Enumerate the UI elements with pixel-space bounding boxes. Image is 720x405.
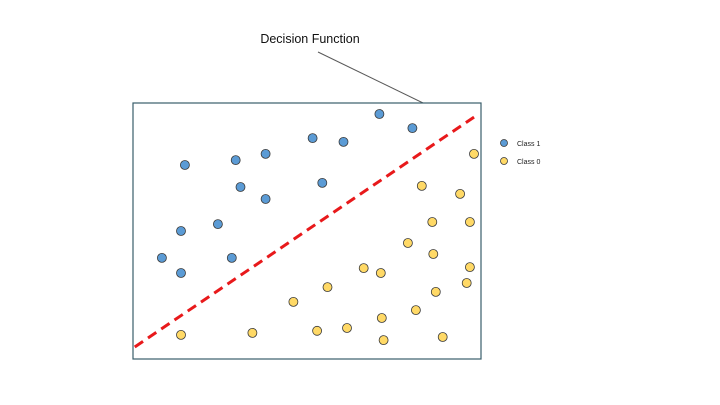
data-point-class-0 (312, 325, 323, 336)
data-point-class-1 (176, 226, 186, 236)
legend: Class 1 Class 0 (500, 139, 540, 166)
legend-marker-class-0 (500, 157, 508, 165)
data-point-class-1 (307, 133, 318, 144)
data-point-class-1 (179, 160, 190, 170)
legend-label-class-1: Class 1 (517, 141, 540, 148)
data-point-class-0 (464, 217, 475, 227)
data-point-class-1 (260, 194, 271, 204)
data-point-class-0 (322, 282, 333, 293)
decision-function-line (133, 115, 475, 349)
data-point-class-0 (469, 148, 479, 159)
data-point-class-1 (235, 182, 246, 192)
data-point-class-0 (455, 188, 466, 199)
data-point-class-1 (260, 148, 271, 159)
data-point-class-0 (437, 332, 448, 342)
data-point-class-0 (176, 329, 186, 340)
data-point-class-0 (428, 249, 439, 259)
data-point-class-1 (407, 123, 418, 134)
data-point-class-0 (427, 217, 438, 227)
data-point-class-0 (375, 268, 386, 278)
decision-function-label: Decision Function (260, 32, 359, 46)
data-point-class-0 (464, 262, 475, 273)
data-point-class-0 (247, 327, 258, 338)
data-point-class-0 (342, 323, 352, 333)
plot-area (132, 102, 482, 360)
data-point-class-1 (156, 252, 167, 263)
data-point-class-1 (338, 136, 349, 147)
data-point-class-0 (376, 313, 387, 323)
data-point-class-1 (230, 155, 241, 166)
legend-marker-class-1 (500, 139, 508, 147)
data-point-class-1 (226, 252, 237, 263)
data-point-class-0 (402, 238, 413, 248)
data-point-class-1 (212, 219, 223, 230)
data-point-class-0 (461, 278, 472, 288)
data-point-class-1 (374, 109, 385, 119)
data-point-class-0 (358, 263, 369, 274)
legend-label-class-0: Class 0 (517, 159, 540, 166)
data-point-class-1 (176, 268, 186, 278)
data-point-class-1 (317, 177, 328, 188)
data-point-class-0 (430, 286, 441, 297)
data-point-class-0 (416, 180, 427, 191)
data-point-class-0 (288, 296, 299, 307)
data-point-class-0 (378, 335, 389, 346)
data-point-class-0 (410, 305, 421, 316)
